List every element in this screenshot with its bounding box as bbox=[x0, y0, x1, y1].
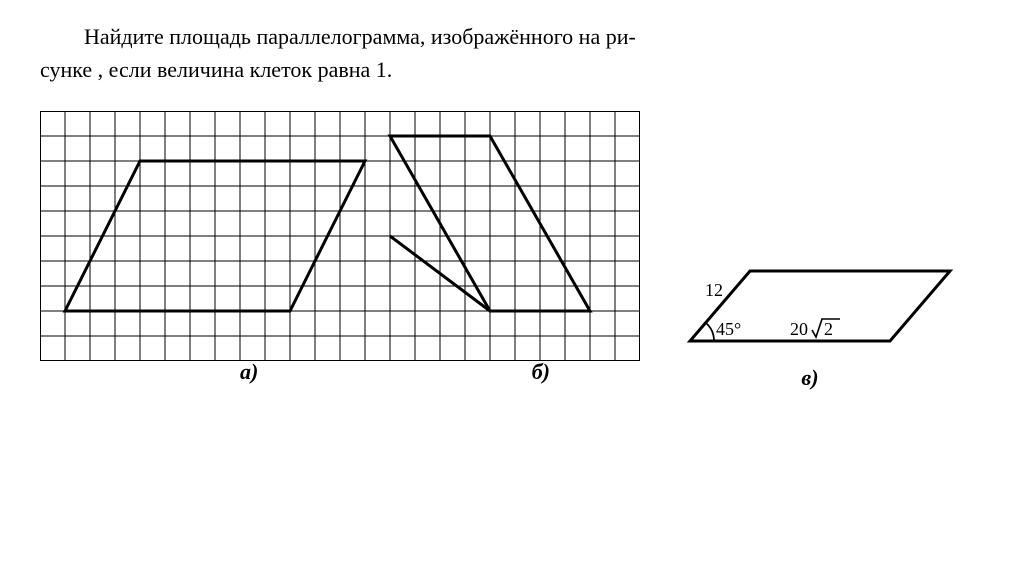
svg-text:2: 2 bbox=[824, 319, 833, 339]
label-c: в) bbox=[650, 365, 970, 391]
svg-text:12: 12 bbox=[705, 280, 723, 300]
grid-diagram-ab bbox=[40, 111, 640, 361]
figure-c-block: 12 45° 20 2 в) bbox=[650, 221, 970, 391]
problem-statement: Найдите площадь параллелограмма, изображ… bbox=[40, 20, 984, 86]
diagram-c: 12 45° 20 2 bbox=[650, 221, 970, 361]
figure-ab-block: а) б) bbox=[40, 111, 640, 391]
problem-line1: Найдите площадь параллелограмма, изображ… bbox=[84, 24, 636, 49]
figures-container: а) б) 12 45° 20 2 в) bbox=[40, 111, 984, 391]
svg-text:20: 20 bbox=[790, 319, 808, 339]
problem-line2: сунке , если величина клеток равна 1. bbox=[40, 53, 392, 86]
label-a: а) bbox=[240, 359, 258, 385]
svg-text:45°: 45° bbox=[716, 319, 741, 339]
label-b: б) bbox=[532, 359, 550, 385]
